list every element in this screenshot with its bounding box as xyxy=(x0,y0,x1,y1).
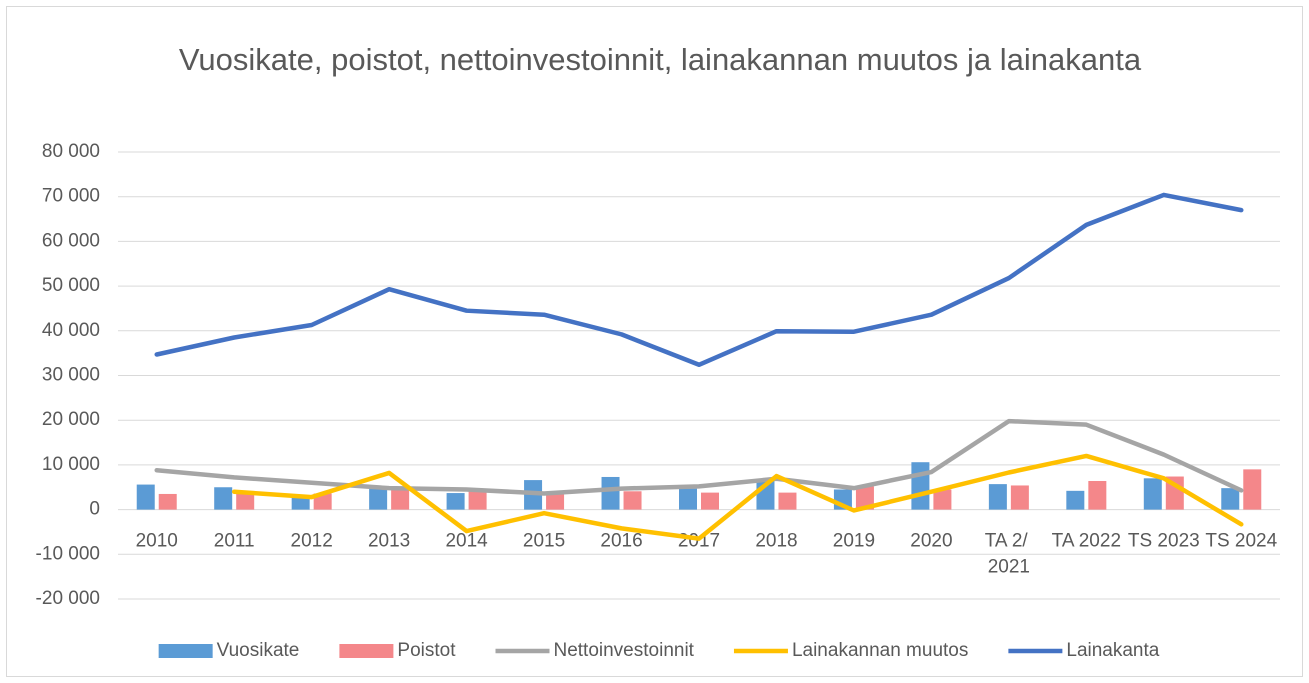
bar xyxy=(1221,488,1240,510)
legend-label: Poistot xyxy=(397,640,456,661)
y-tick-label: 10 000 xyxy=(42,454,100,475)
x-tick-label: 2018 xyxy=(755,531,797,552)
x-tick-label: TS 2024 xyxy=(1205,531,1277,552)
y-tick-label: 30 000 xyxy=(42,365,100,386)
x-tick-label: 2017 xyxy=(678,531,720,552)
bar xyxy=(446,493,465,510)
x-tick-label: 2010 xyxy=(136,531,178,552)
x-tick-label: 2013 xyxy=(368,531,410,552)
y-tick-label: 80 000 xyxy=(42,141,100,162)
bar xyxy=(1165,476,1184,510)
bar xyxy=(601,476,620,510)
y-tick-label: 0 xyxy=(89,499,100,520)
bar xyxy=(391,489,410,510)
x-tick-label: TA 2/ 2021 xyxy=(985,531,1033,578)
x-tick-label: 2014 xyxy=(445,531,488,552)
chart-frame xyxy=(6,6,1303,677)
bar xyxy=(855,486,874,510)
legend-label: Vuosikate xyxy=(217,640,300,661)
bar xyxy=(778,492,797,510)
x-tick-label: 2011 xyxy=(214,531,255,552)
bar xyxy=(291,497,310,510)
bar xyxy=(1010,485,1029,510)
bar xyxy=(623,491,642,510)
bar xyxy=(468,490,487,510)
y-tick-label: 70 000 xyxy=(42,186,100,207)
bar xyxy=(1143,478,1162,510)
legend-label: Nettoinvestoinnit xyxy=(553,640,694,661)
bar xyxy=(546,493,565,510)
bar xyxy=(369,488,388,510)
bar xyxy=(313,493,332,510)
line xyxy=(231,453,1244,541)
bar xyxy=(988,484,1007,510)
chart-title: Vuosikate, poistot, nettoinvestoinnit, l… xyxy=(179,42,1142,77)
y-tick-label: 50 000 xyxy=(42,275,100,296)
y-tick-label: -20 000 xyxy=(36,588,100,609)
bar xyxy=(214,487,233,510)
x-tick-label: 2015 xyxy=(523,531,565,552)
bar xyxy=(1088,480,1107,510)
y-tick-label: -10 000 xyxy=(36,543,100,564)
y-tick-label: 20 000 xyxy=(42,409,100,430)
y-tick-label: 60 000 xyxy=(42,230,100,251)
x-tick-label: 2019 xyxy=(833,531,875,552)
x-tick-label: 2020 xyxy=(910,531,952,552)
x-tick-label: TS 2023 xyxy=(1128,531,1200,552)
legend-label: Lainakanta xyxy=(1066,640,1159,661)
x-tick-label: 2012 xyxy=(291,531,333,552)
bar xyxy=(911,462,930,510)
x-tick-label: 2016 xyxy=(600,531,642,552)
bar xyxy=(679,488,697,510)
bar xyxy=(158,493,177,510)
bar xyxy=(1243,469,1262,510)
bar xyxy=(701,492,719,510)
x-tick-label: TA 2022 xyxy=(1052,531,1121,552)
y-tick-label: 40 000 xyxy=(42,320,100,341)
bar xyxy=(933,489,952,510)
bar xyxy=(136,484,155,510)
line xyxy=(154,418,1244,496)
legend-swatch xyxy=(158,644,213,658)
legend-label: Lainakannan muutos xyxy=(792,640,968,661)
legend-swatch xyxy=(339,644,394,658)
bar xyxy=(236,492,255,510)
line xyxy=(154,192,1244,368)
bar xyxy=(1066,490,1085,510)
